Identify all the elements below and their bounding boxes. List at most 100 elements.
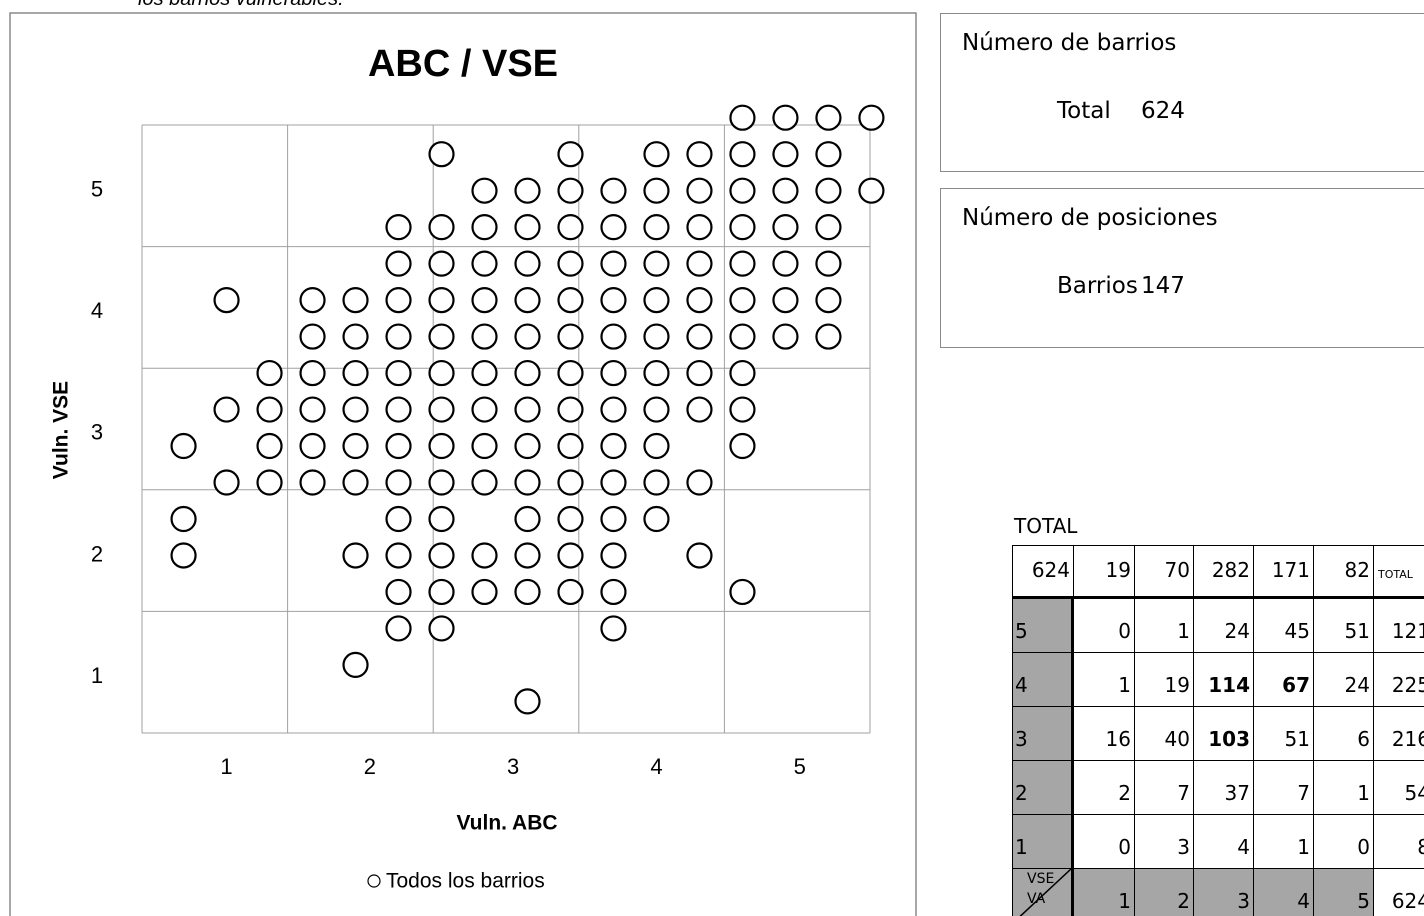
scatter-point [514, 214, 541, 241]
scatter-point [428, 250, 455, 277]
table-cell: 4 [1193, 814, 1254, 869]
scatter-point [170, 542, 197, 569]
table-cell: 4 [1012, 652, 1074, 707]
table-cell: 2 [1073, 760, 1135, 815]
chart-frame [9, 12, 917, 916]
scatter-point [299, 432, 326, 460]
caption: los barrios vulnerables. [138, 0, 344, 11]
scatter-point [428, 287, 455, 314]
table-cell: 70 [1134, 545, 1194, 599]
scatter-point [342, 651, 369, 679]
scatter-point [471, 177, 498, 204]
scatter-point [729, 578, 756, 606]
scatter-point [557, 578, 584, 606]
scatter-point [729, 432, 756, 460]
scatter-point [170, 432, 197, 460]
x-tick-label: 1 [220, 754, 232, 779]
scatter-point [643, 287, 670, 314]
scatter-point [342, 432, 369, 460]
table-cell: 0 [1073, 814, 1135, 869]
table-cell: 54 [1373, 760, 1424, 815]
scatter-point [643, 432, 670, 460]
panel-value: 624 [1141, 98, 1185, 124]
scatter-point [557, 396, 584, 423]
scatter-point [385, 250, 412, 277]
scatter-point [471, 469, 498, 496]
scatter-point [772, 287, 799, 314]
table-cell: 624 [1373, 868, 1424, 916]
panel-label: Total [1057, 98, 1111, 124]
scatter-point [600, 287, 627, 314]
table-cell: 3 [1134, 814, 1194, 869]
table-cell: 7 [1253, 760, 1314, 815]
scatter-point [643, 469, 670, 496]
panel-label: Barrios [1057, 273, 1138, 299]
y-tick-label: 5 [91, 176, 103, 201]
scatter-point [600, 432, 627, 460]
scatter-point [815, 287, 842, 314]
table-cell: 121 [1373, 598, 1424, 653]
table-cell: 82 [1313, 545, 1374, 599]
scatter-point [514, 542, 541, 569]
scatter-point [299, 469, 326, 496]
scatter-point [643, 505, 670, 533]
table-cell: 1 [1073, 868, 1135, 916]
scatter-point [729, 359, 756, 387]
scatter-point [471, 287, 498, 314]
info-panel: Número de posiciones Barrios 147 [940, 188, 1424, 348]
scatter-point [557, 141, 584, 168]
scatter-point [471, 396, 498, 423]
scatter-point [815, 214, 842, 241]
scatter-point [342, 323, 369, 350]
scatter-point [428, 141, 455, 168]
scatter-point [514, 469, 541, 496]
info-panel: Número de barrios Total 624 [940, 13, 1424, 172]
table-cell: 216 [1373, 706, 1424, 761]
scatter-point [342, 542, 369, 569]
scatter-point [557, 287, 584, 314]
table-cell: 171 [1253, 545, 1314, 599]
table-cell: VSE VA [1012, 868, 1074, 916]
table-cell: 225 [1373, 652, 1424, 707]
scatter-point [514, 688, 541, 715]
table-cell: TOTAL [1373, 545, 1424, 599]
chart-title: ABC / VSE [368, 43, 558, 85]
scatter-point [686, 250, 713, 277]
scatter-point [815, 104, 842, 131]
scatter-point [600, 615, 627, 642]
y-tick-label: 4 [91, 298, 103, 323]
table-cell: 37 [1193, 760, 1254, 815]
scatter-point [471, 250, 498, 277]
scatter-point [729, 104, 756, 131]
scatter-point [385, 469, 412, 496]
table-cell: 19 [1073, 545, 1135, 599]
scatter-point [600, 250, 627, 277]
scatter-point [428, 542, 455, 569]
scatter-point [557, 469, 584, 496]
scatter-point [643, 396, 670, 423]
scatter-point [557, 214, 584, 241]
scatter-point [729, 177, 756, 204]
scatter-point [514, 432, 541, 460]
table-cell: 1 [1313, 760, 1374, 815]
scatter-point [471, 578, 498, 606]
table-cell: 1 [1253, 814, 1314, 869]
scatter-point [686, 323, 713, 350]
y-axis-label: Vuln. VSE [50, 381, 73, 479]
scatter-point [557, 542, 584, 569]
scatter-point [643, 214, 670, 241]
scatter-point [600, 396, 627, 423]
table-cell: 7 [1134, 760, 1194, 815]
scatter-point [686, 469, 713, 496]
table-cell: 67 [1253, 652, 1314, 707]
table-cell: 19 [1134, 652, 1194, 707]
legend-marker [367, 874, 381, 888]
table-cell: 1 [1073, 652, 1135, 707]
scatter-point [385, 396, 412, 423]
scatter-point [600, 542, 627, 569]
panel-title: Número de barrios [962, 30, 1177, 56]
legend-label: Todos los barrios [386, 870, 545, 893]
scatter-point [643, 359, 670, 387]
scatter-point [557, 323, 584, 350]
